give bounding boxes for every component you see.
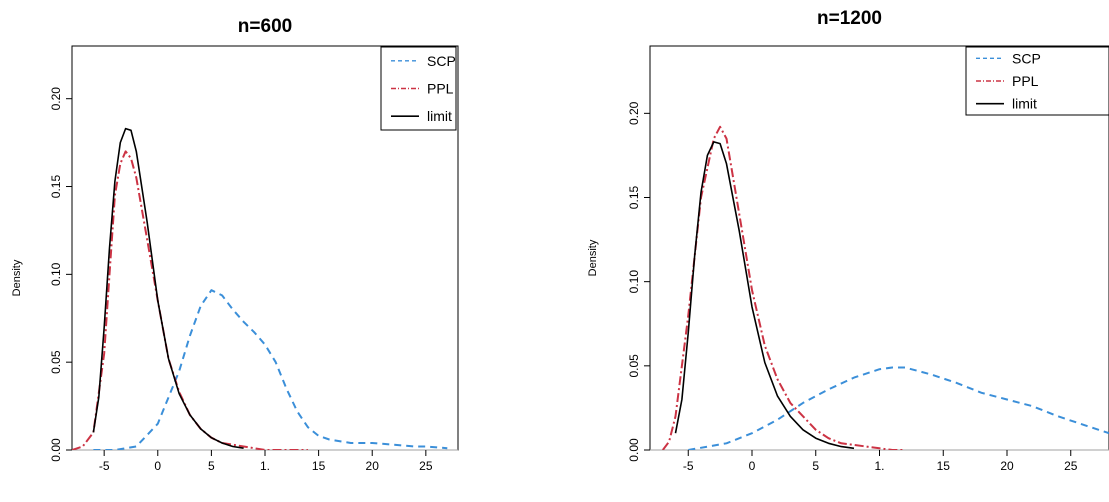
x-tick-label: 15 bbox=[312, 459, 326, 473]
chart-panel-1: n=1200 -5 0 5 1. 15 20 25 0.00 0.05 0.10 0.15 0.20 De… bbox=[587, 8, 1109, 473]
series-line-limit bbox=[674, 141, 855, 450]
y-tick-label: 0.05 bbox=[49, 350, 63, 374]
x-tick-label: 0 bbox=[749, 459, 756, 473]
y-axis-label: Density bbox=[11, 259, 23, 296]
y-axis-label: Density bbox=[587, 239, 599, 276]
y-tick-label: 0.00 bbox=[627, 438, 641, 462]
x-tick-label: 1. bbox=[874, 459, 884, 473]
chart-panel-0: n=600 -5 0 5 1. 15 20 25 0.00 0.05 0.10 0.15 0.20 Den… bbox=[11, 16, 459, 473]
y-tick-label: 0.15 bbox=[627, 185, 641, 209]
y-tick-label: 0.00 bbox=[49, 438, 63, 462]
legend: SCP PPL limit bbox=[965, 46, 1109, 116]
legend-label: SCP bbox=[427, 53, 456, 69]
legend-label: SCP bbox=[1012, 50, 1041, 66]
y-tick-label: 0.10 bbox=[49, 262, 63, 286]
x-tick-label: 5 bbox=[208, 459, 215, 473]
x-tick-label: 25 bbox=[1064, 459, 1078, 473]
series-line-scp bbox=[93, 289, 448, 450]
x-tick-label: 20 bbox=[1000, 459, 1014, 473]
legend-label: PPL bbox=[427, 81, 454, 97]
x-tick-label: -5 bbox=[99, 459, 110, 473]
x-tick-label: 20 bbox=[366, 459, 380, 473]
y-tick-label: 0.20 bbox=[627, 101, 641, 125]
series-line-ppl bbox=[662, 125, 905, 450]
chart-title: n=1200 bbox=[817, 8, 882, 29]
y-tick-label: 0.05 bbox=[627, 354, 641, 378]
x-tick-label: 0 bbox=[154, 459, 161, 473]
series-line-ppl bbox=[72, 150, 308, 450]
x-tick-label: -5 bbox=[683, 459, 694, 473]
y-tick-label: 0.20 bbox=[49, 87, 63, 111]
x-tick-label: 15 bbox=[937, 459, 951, 473]
legend: SCP PPL limit bbox=[380, 46, 457, 131]
series-line-scp bbox=[688, 366, 1109, 450]
y-tick-label: 0.10 bbox=[627, 270, 641, 294]
legend-label: limit bbox=[427, 108, 452, 124]
legend-label: PPL bbox=[1012, 73, 1039, 89]
x-tick-label: 1. bbox=[260, 459, 270, 473]
x-tick-label: 5 bbox=[812, 459, 819, 473]
x-tick-label: 25 bbox=[419, 459, 433, 473]
chart-title: n=600 bbox=[238, 16, 292, 37]
series-line-limit bbox=[92, 127, 244, 449]
legend-label: limit bbox=[1012, 96, 1037, 112]
y-tick-label: 0.15 bbox=[49, 175, 63, 199]
